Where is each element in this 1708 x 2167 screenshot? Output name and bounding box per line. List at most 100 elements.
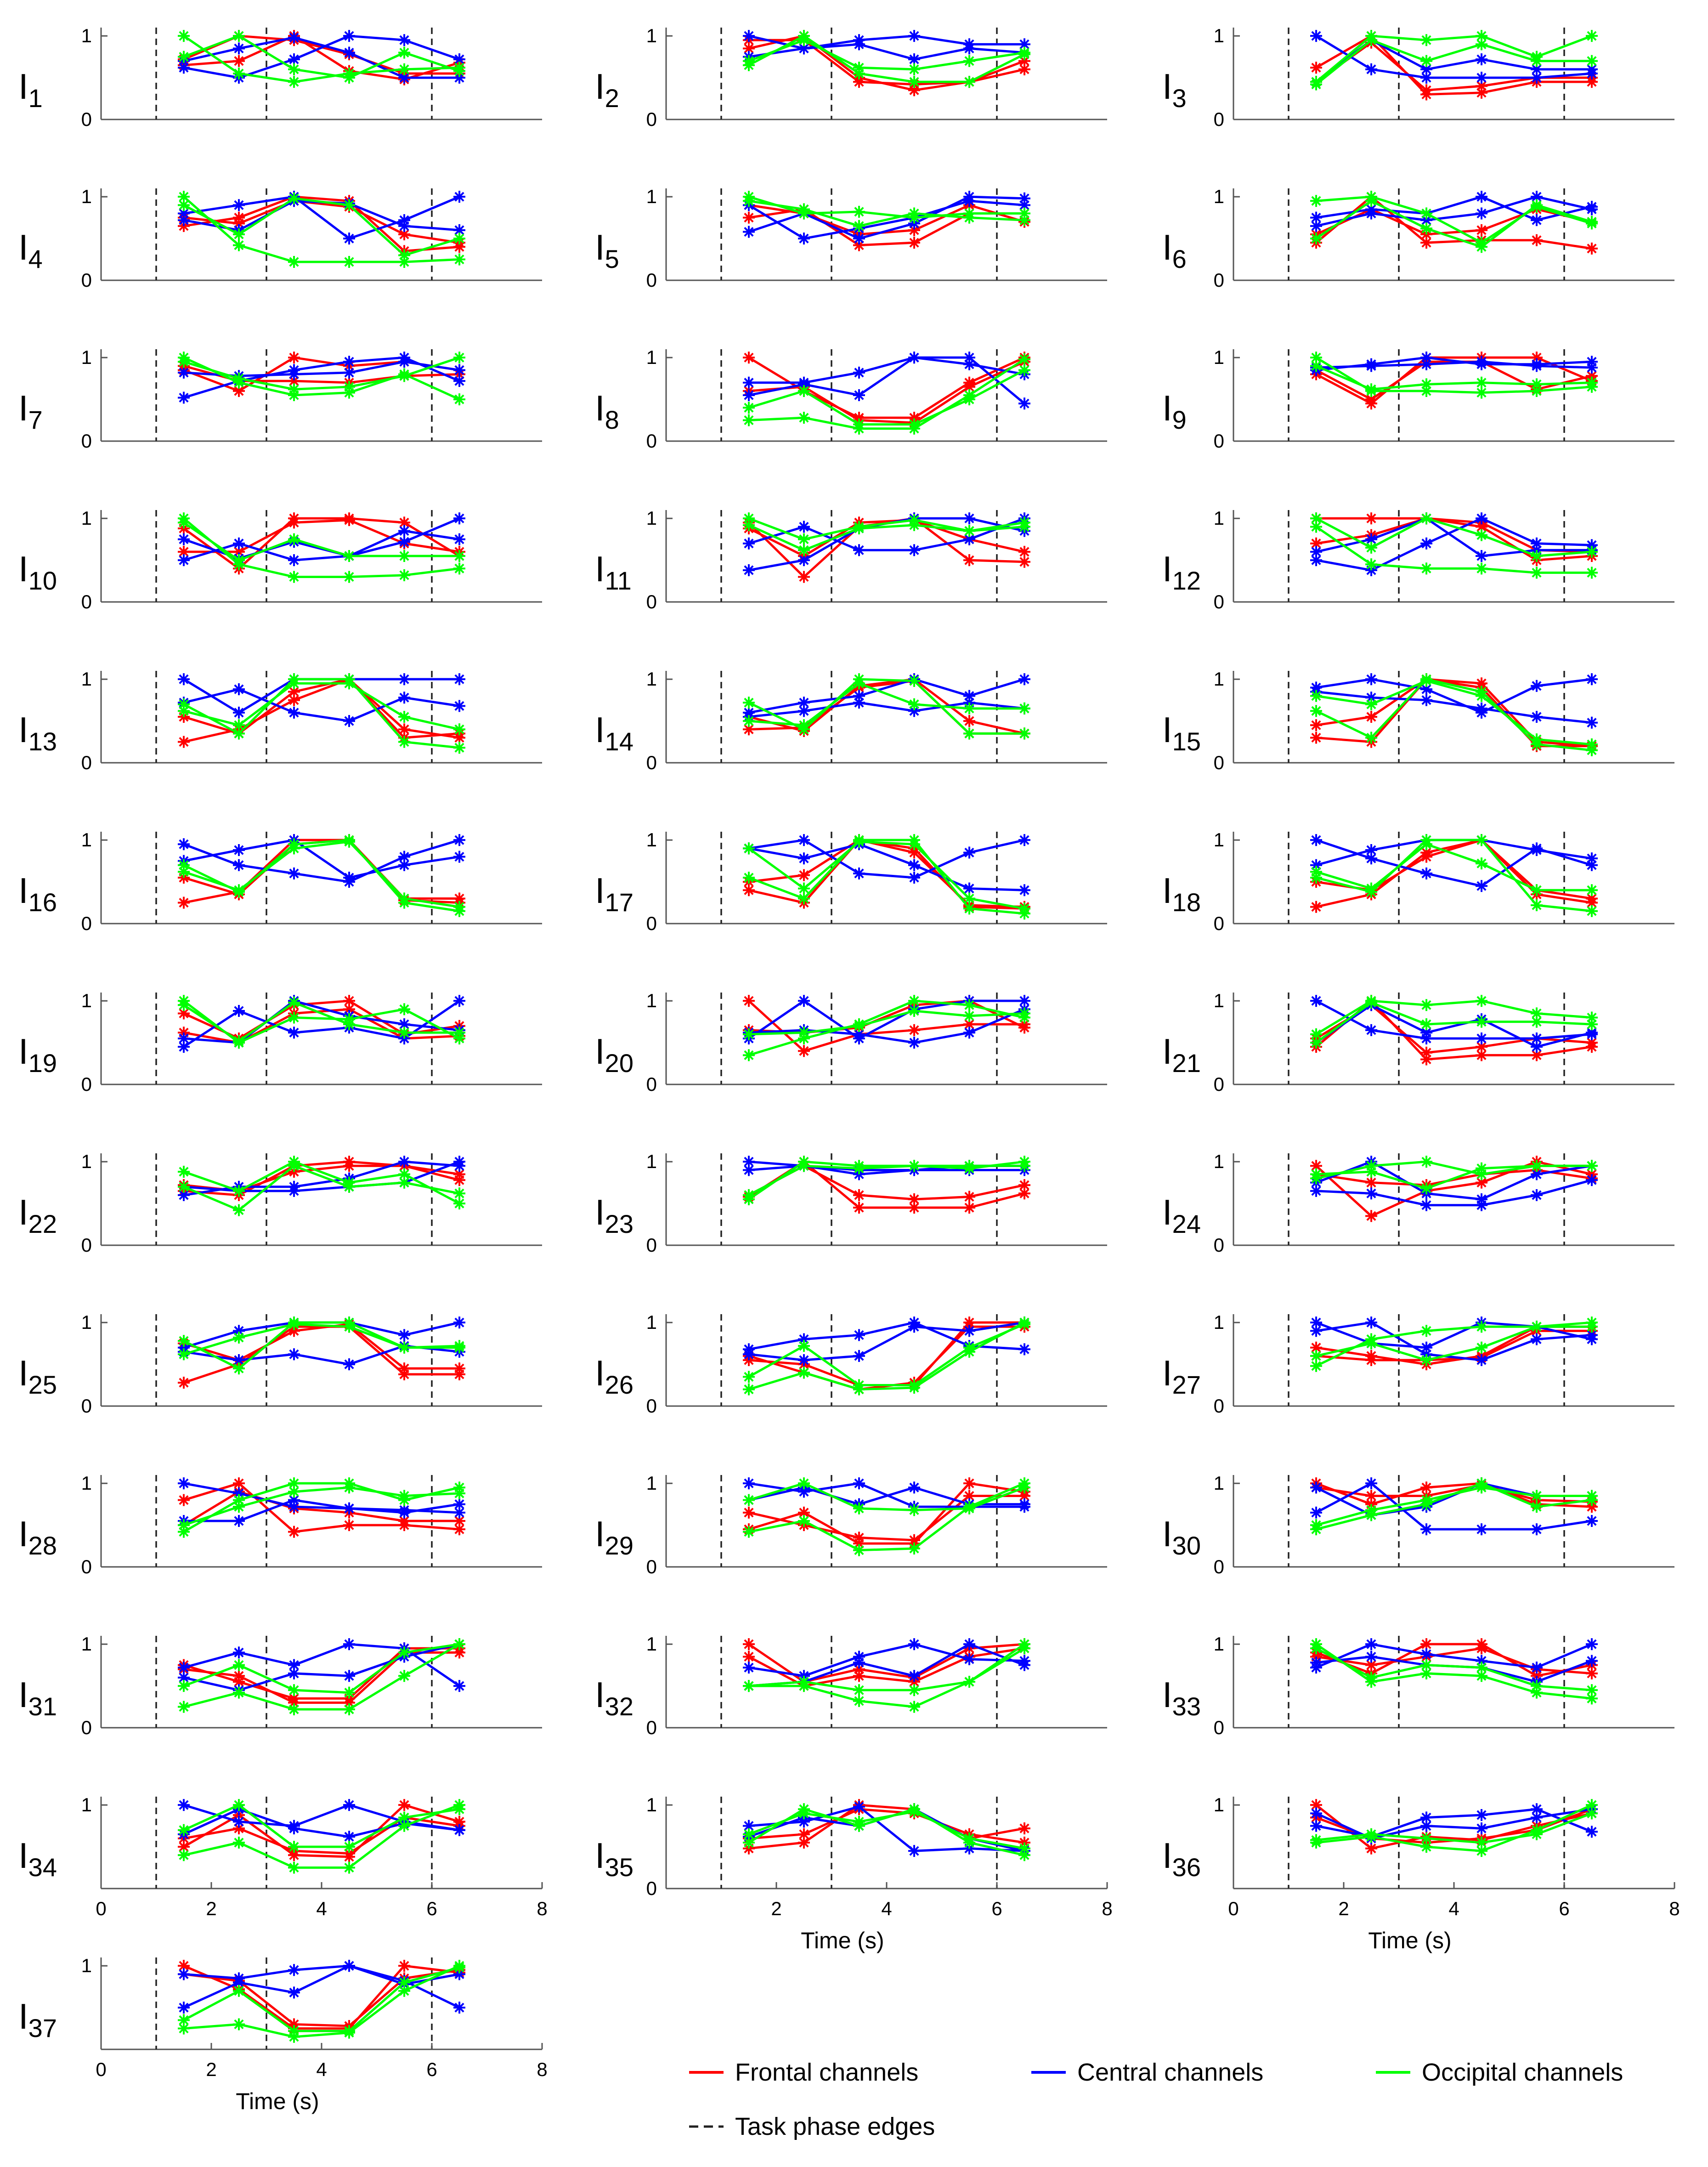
central-line-10-1 [183,517,460,562]
occipital-marker-12-1-5 [1531,567,1543,579]
central-marker-31-1-2 [233,1646,245,1659]
occipital-marker-24-2-5 [1531,1160,1543,1172]
central-line-4-1 [183,195,460,240]
frontal-marker-15-1-1 [1310,719,1322,732]
central-line-20-1 [748,999,1024,1040]
frontal-marker-11-1-2 [798,571,810,583]
occipital-marker-6-2-3 [1420,222,1432,235]
panel-label-26: I26 [595,1353,633,1399]
y-tick-label-3-0: 0 [1214,108,1224,130]
central-marker-30-1-6 [1586,1515,1598,1527]
frontal-line-6-1 [1315,195,1592,250]
y-ticks-31: 01 [81,1633,107,1738]
occipital-marker-26-1-1 [743,1383,755,1396]
occipital-marker-34-2-5 [398,1811,410,1824]
occipital-marker-19-1-5 [398,1003,410,1015]
y-ticks-10: 01 [81,507,107,613]
occipital-marker-7-1-6 [453,393,465,406]
frontal-marker-33-2-4 [1476,1642,1487,1655]
occipital-marker-35-2-1 [743,1828,755,1840]
central-marker-3-1-1 [1310,30,1322,42]
central-marker-3-2-3 [1420,63,1432,75]
central-marker-7-1-1 [178,391,190,404]
central-marker-20-1-6 [1018,995,1030,1007]
occipital-marker-31-2-1 [178,1680,190,1692]
central-marker-13-1-1 [178,673,190,686]
occipital-marker-9-2-1 [1310,360,1322,372]
occipital-line-5-2 [748,199,1025,227]
central-marker-36-1-1 [1310,1820,1322,1832]
occipital-marker-30-2-5 [1531,1490,1543,1502]
occipital-marker-8-2-4 [908,418,920,431]
central-line-20-2 [748,1008,1025,1044]
frontal-marker-6-1-5 [1531,234,1543,246]
central-marker-15-2-5 [1531,711,1543,723]
frontal-marker-34-1-5 [398,1799,410,1811]
y-tick-label-25-1: 1 [81,1311,92,1333]
central-marker-22-2-6 [453,1156,465,1168]
occipital-marker-11-2-6 [1018,521,1030,533]
central-marker-20-2-4 [908,1037,920,1049]
central-line-14-1 [748,678,1025,714]
central-marker-37-1-1 [178,1968,190,1980]
occipital-marker-1-2-2 [233,30,245,42]
occipital-marker-6-2-1 [1310,233,1322,245]
panel-label-9: I9 [1162,388,1187,434]
occipital-marker-10-1-4 [343,571,355,583]
occipital-line-20-2 [748,1010,1025,1036]
panels-layer: I101I201I301I401I501I601I701I801I901I100… [18,25,1680,2114]
y-tick-label-28-1: 1 [81,1472,92,1494]
central-marker-32-2-4 [908,1670,920,1682]
frontal-line-9-1 [1315,356,1592,405]
occipital-marker-4-2-4 [343,199,355,211]
occipital-marker-10-2-3 [288,533,300,545]
occipital-marker-4-2-6 [453,233,465,245]
central-marker-22-2-3 [288,1185,300,1197]
frontal-marker-11-1-5 [963,554,975,567]
frontal-line-12-1 [1316,517,1592,562]
occipital-marker-25-1-2 [233,1362,245,1375]
frontal-marker-2-1-1 [743,42,755,55]
y-tick-label-34-1: 1 [81,1794,92,1815]
central-marker-5-1-1 [743,226,755,238]
central-marker-29-1-1 [743,1477,755,1490]
occipital-marker-18-2-6 [1586,884,1598,896]
central-marker-16-1-6 [453,834,465,846]
panel-label-8: I8 [595,388,619,434]
frontal-line-6-2 [1315,208,1592,236]
central-line-17-1 [748,839,1025,879]
occipital-marker-18-2-5 [1531,884,1543,896]
occipital-marker-29-2-4 [908,1504,920,1516]
central-marker-23-2-1 [743,1164,755,1176]
x-tick-label-34-4: 4 [316,1898,327,1919]
occipital-marker-29-1-3 [853,1544,865,1556]
occipital-marker-23-2-2 [798,1160,810,1172]
central-marker-32-1-4 [908,1638,920,1651]
central-marker-16-1-1 [178,838,190,851]
frontal-line-11-2 [748,519,1025,557]
frontal-marker-23-2-5 [963,1191,975,1203]
central-marker-15-2-6 [1586,716,1598,729]
occipital-marker-34-1-4 [343,1861,355,1874]
central-marker-12-2-1 [1310,545,1322,558]
central-marker-13-2-5 [398,692,410,704]
occipital-marker-12-1-4 [1476,562,1487,575]
occipital-marker-32-2-4 [908,1684,920,1696]
x-tick-label-35-2: 2 [771,1898,781,1919]
occipital-marker-31-2-6 [453,1638,465,1651]
central-marker-10-1-3 [288,554,300,567]
legend-occipital-label: Occipital channels [1422,2059,1623,2086]
occipital-marker-5-2-4 [908,207,920,220]
occipital-line-22-2 [183,1164,460,1212]
occipital-line-3-2 [1315,39,1592,85]
occipital-marker-15-1-1 [1310,705,1322,717]
y-tick-label-37-1: 1 [81,1955,92,1976]
frontal-marker-35-2-2 [798,1828,810,1840]
x-tick-label-36-4: 4 [1448,1898,1459,1919]
occipital-marker-21-2-5 [1531,1015,1543,1028]
occipital-marker-15-2-5 [1531,733,1543,746]
central-marker-28-2-6 [453,1506,465,1519]
occipital-marker-27-2-4 [1476,1341,1487,1354]
